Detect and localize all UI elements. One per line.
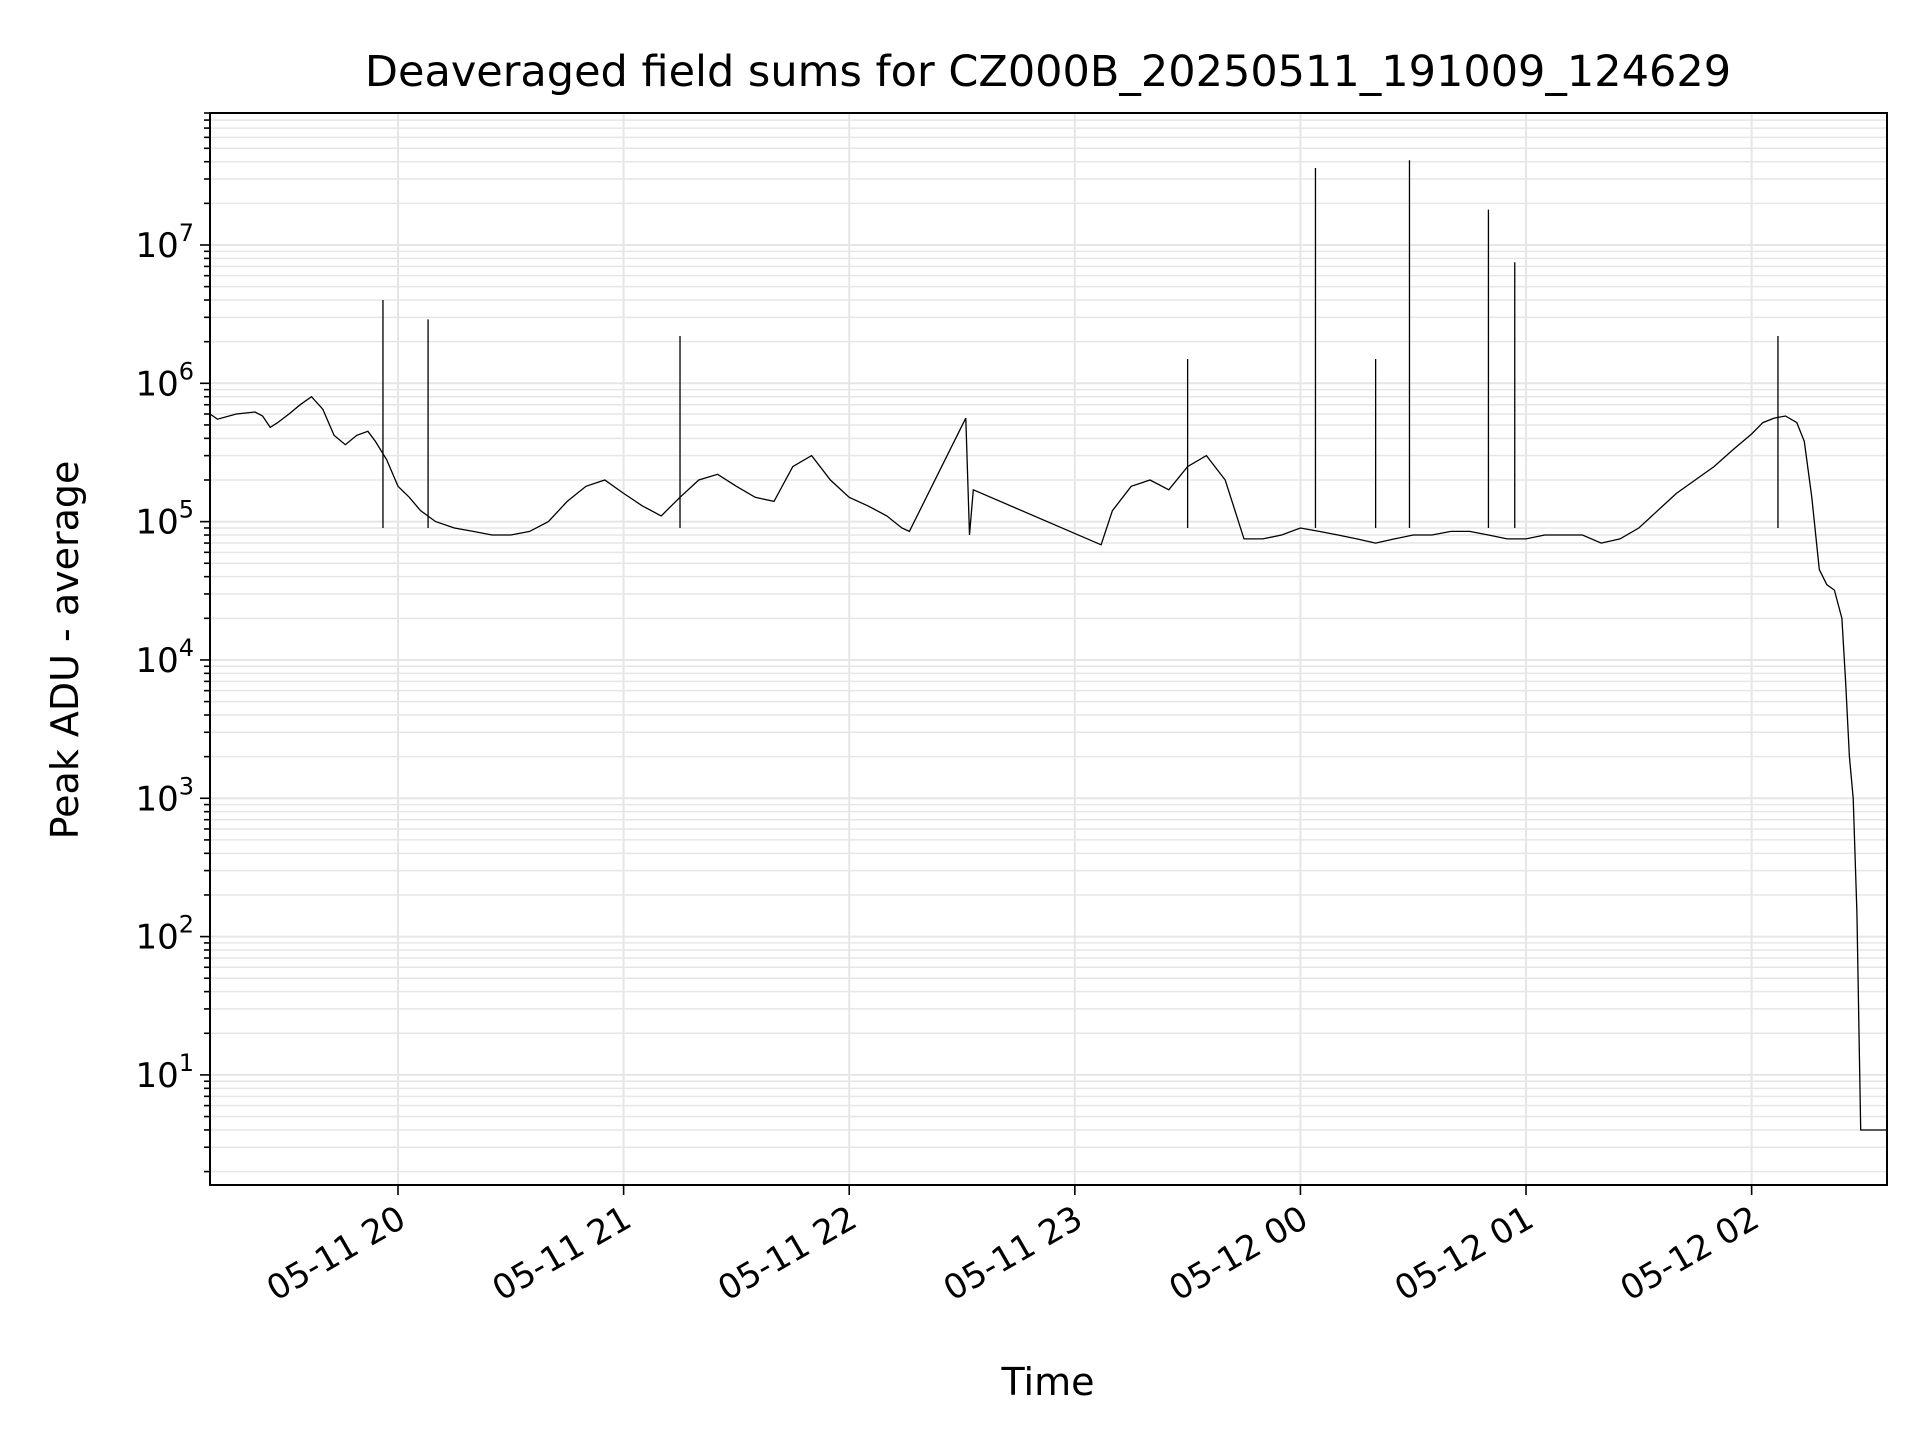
y-tick-label: 107: [135, 219, 194, 266]
plot-frame: [209, 112, 1888, 1186]
y-tick-label: 101: [135, 1049, 194, 1096]
x-axis-label: Time: [1001, 1360, 1095, 1404]
series-layer: [209, 160, 1887, 1131]
y-tick-label: 105: [135, 496, 194, 543]
chart-title: Deaveraged field sums for CZ000B_2025051…: [365, 47, 1731, 97]
y-tick-label: 106: [135, 357, 194, 404]
y-tick-label: 103: [135, 772, 194, 819]
grid: [210, 112, 1887, 1185]
y-tick-label: 104: [135, 634, 194, 681]
data-series: [209, 395, 1887, 1131]
y-axis-label: Peak ADU - average: [43, 461, 87, 840]
y-tick-label: 102: [135, 911, 194, 958]
